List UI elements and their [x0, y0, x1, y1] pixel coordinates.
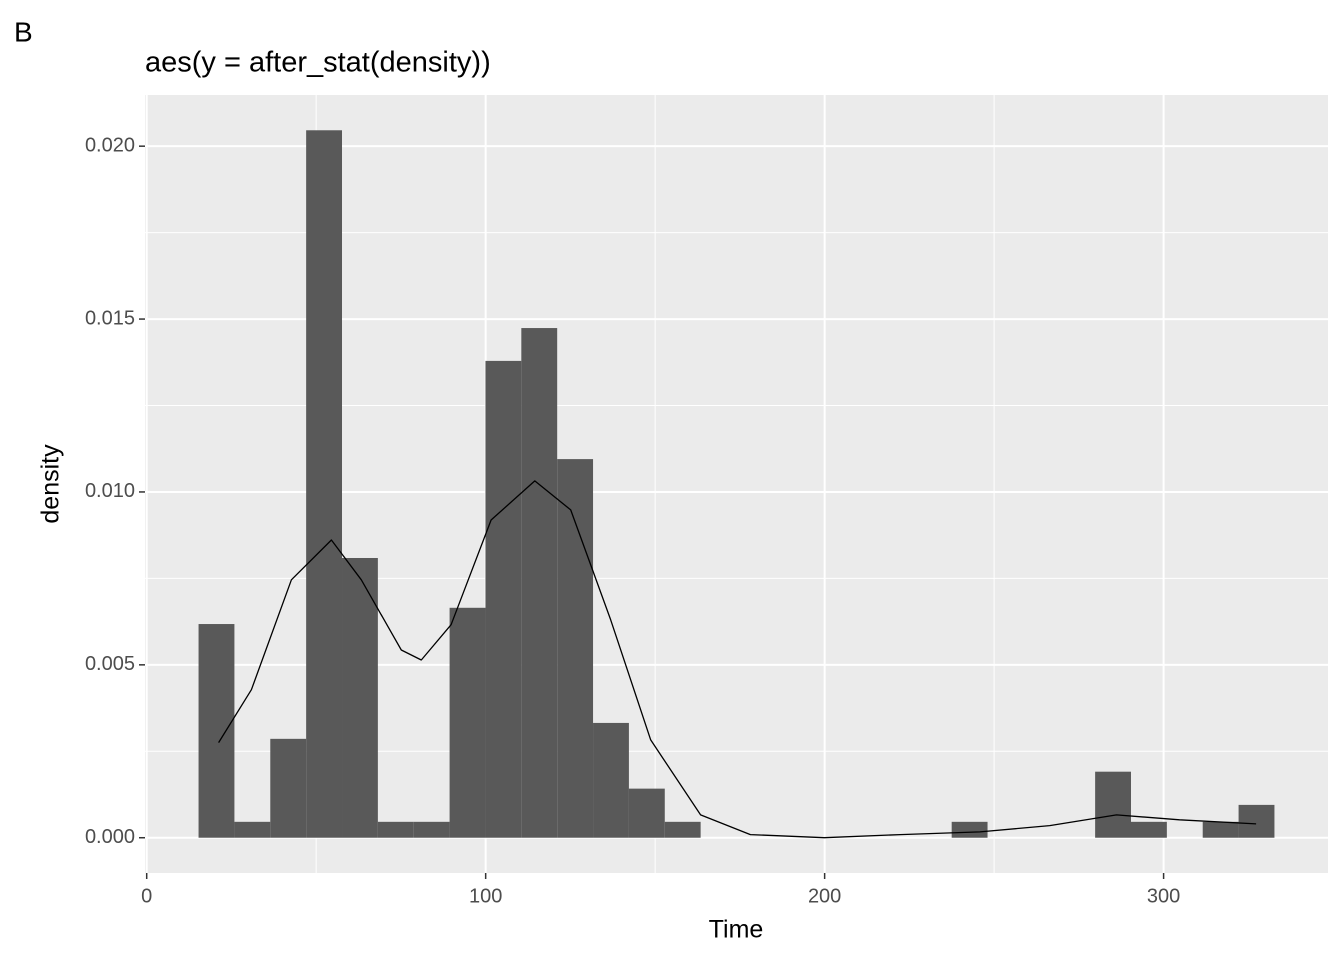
- y-tick-label: 0.015: [85, 307, 135, 329]
- x-tick-label: 0: [141, 885, 152, 907]
- y-tick-label: 0.005: [85, 653, 135, 675]
- bar: [306, 130, 343, 838]
- x-tick-label: 300: [1147, 885, 1180, 907]
- bar: [1202, 821, 1239, 838]
- bar: [198, 624, 235, 838]
- bar: [664, 821, 701, 838]
- bar: [234, 821, 271, 838]
- bar: [1095, 771, 1131, 838]
- bar: [951, 821, 988, 838]
- chart-title: aes(y = after_stat(density)): [145, 47, 491, 79]
- y-tick-label: 0.010: [85, 480, 135, 502]
- y-tick-label: 0.000: [85, 826, 135, 848]
- bar: [377, 821, 414, 838]
- bar: [593, 722, 629, 838]
- bar: [1130, 821, 1167, 838]
- bar: [485, 360, 522, 838]
- x-axis-title: Time: [709, 916, 764, 944]
- bar: [413, 821, 450, 838]
- y-axis-title: density: [37, 444, 65, 524]
- x-tick-label: 100: [469, 885, 502, 907]
- bar: [521, 328, 558, 838]
- density-line: [218, 480, 1257, 839]
- plot-tag: B: [14, 16, 33, 47]
- bar: [557, 459, 594, 838]
- bar: [342, 557, 378, 838]
- bar: [1238, 804, 1275, 838]
- y-tick-label: 0.020: [85, 134, 135, 156]
- bar: [270, 738, 307, 838]
- x-tick-label: 200: [808, 885, 841, 907]
- bar: [628, 788, 665, 838]
- bar: [449, 607, 486, 838]
